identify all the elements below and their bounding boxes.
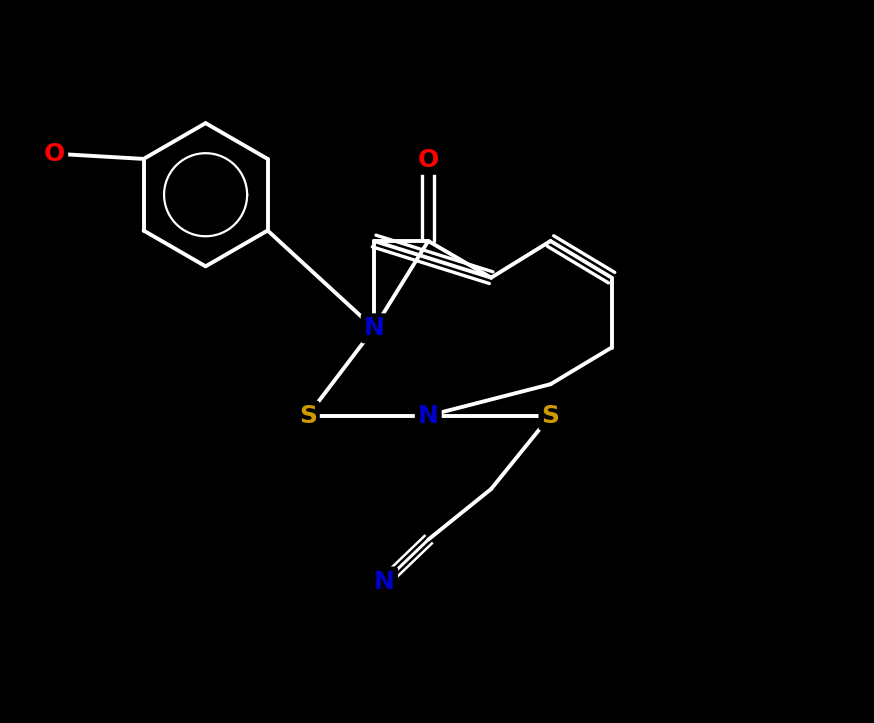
Text: O: O <box>44 142 66 166</box>
Text: O: O <box>418 147 439 172</box>
Text: N: N <box>364 317 385 341</box>
Text: N: N <box>418 403 439 427</box>
Text: N: N <box>374 570 395 594</box>
Text: S: S <box>542 403 559 427</box>
Text: S: S <box>299 403 316 427</box>
